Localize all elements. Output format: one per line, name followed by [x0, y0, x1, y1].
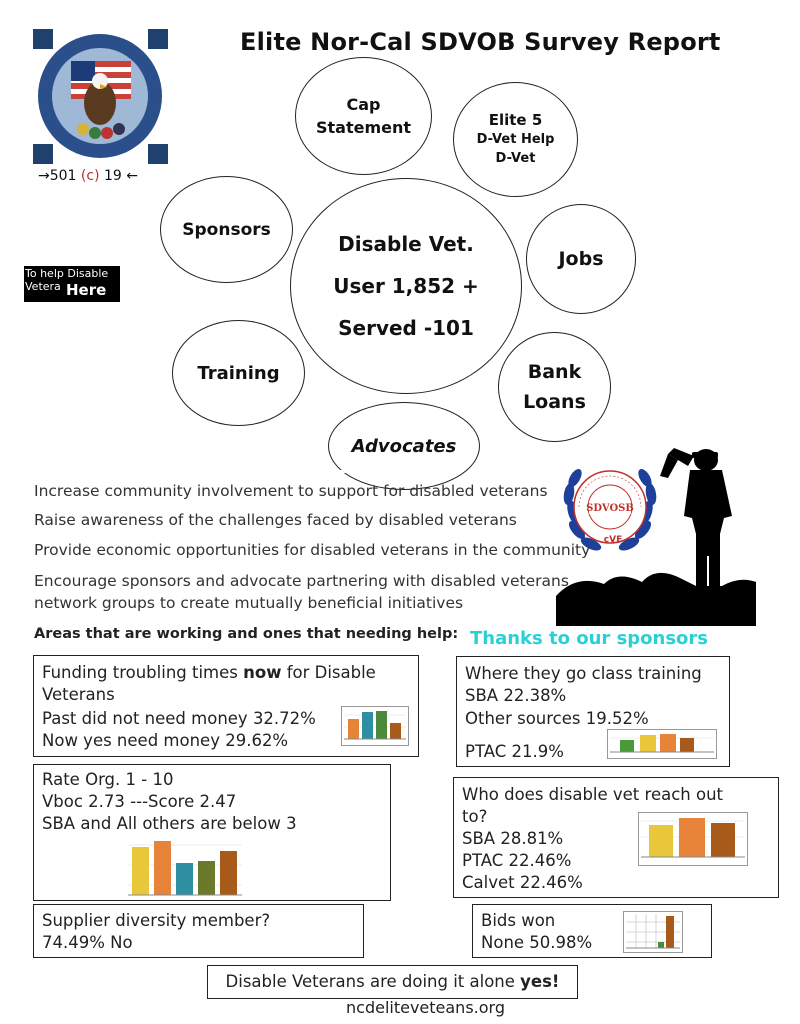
- funding-box: Funding troubling times now for Disable …: [33, 655, 419, 757]
- bubble-disable-vet: Disable Vet. User 1,852 + Served -101: [290, 178, 522, 394]
- areas-heading: Areas that are working and ones that nee…: [34, 626, 459, 642]
- goal-item: Raise awareness of the challenges faced …: [34, 511, 517, 529]
- bubble-advocates: Advocates: [328, 402, 480, 490]
- bubble-training: Training: [172, 320, 305, 426]
- goal-item: Encourage sponsors and advocate partneri…: [34, 572, 569, 590]
- help-link[interactable]: To help Disable Vetera Here: [24, 266, 120, 302]
- sdvosb-badge: SDVOSB cVE: [555, 452, 665, 562]
- bubble-jobs: Jobs: [526, 204, 636, 314]
- class-training-box: Where they go class training SBA 22.38% …: [456, 656, 730, 767]
- goal-item: network groups to create mutually benefi…: [34, 594, 464, 612]
- network-logo: [33, 29, 168, 164]
- thanks-sponsors: Thanks to our sponsors: [470, 628, 709, 649]
- reach-mini-chart: [638, 812, 748, 866]
- bids-mini-chart: [623, 911, 683, 953]
- rate-mini-chart: [128, 835, 242, 899]
- bids-won-box: Bids won None 50.98%: [472, 904, 712, 958]
- reach-out-box: Who does disable vet reach out to? SBA 2…: [453, 777, 779, 898]
- page-title: Elite Nor-Cal SDVOB Survey Report: [240, 28, 721, 56]
- funding-mini-chart: [341, 706, 409, 746]
- supplier-diversity-box: Supplier diversity member? 74.49% No: [33, 904, 364, 958]
- training-mini-chart: [607, 729, 717, 759]
- logo-caption: →501 (c) 19 ←: [38, 168, 138, 184]
- rate-org-box: Rate Org. 1 - 10 Vboc 2.73 ---Score 2.47…: [33, 764, 391, 901]
- goal-item: Increase community involvement to suppor…: [34, 482, 548, 500]
- website-url[interactable]: ncdeliteveteans.org: [346, 998, 505, 1017]
- bubble-sponsors: Sponsors: [160, 176, 293, 283]
- bubble-cap-statement: Cap Statement: [295, 57, 432, 175]
- here-link[interactable]: Here: [64, 281, 109, 299]
- saluting-soldier-image: [556, 446, 756, 626]
- bubble-bank-loans: Bank Loans: [498, 332, 611, 442]
- footer-statement: Disable Veterans are doing it alone yes!: [207, 965, 578, 999]
- bubble-elite-5: Elite 5 D-Vet Help D-Vet: [453, 82, 578, 197]
- svg-text:SDVOSB: SDVOSB: [586, 503, 634, 514]
- svg-text:cVE: cVE: [604, 535, 622, 545]
- goal-item: Provide economic opportunities for disab…: [34, 541, 591, 559]
